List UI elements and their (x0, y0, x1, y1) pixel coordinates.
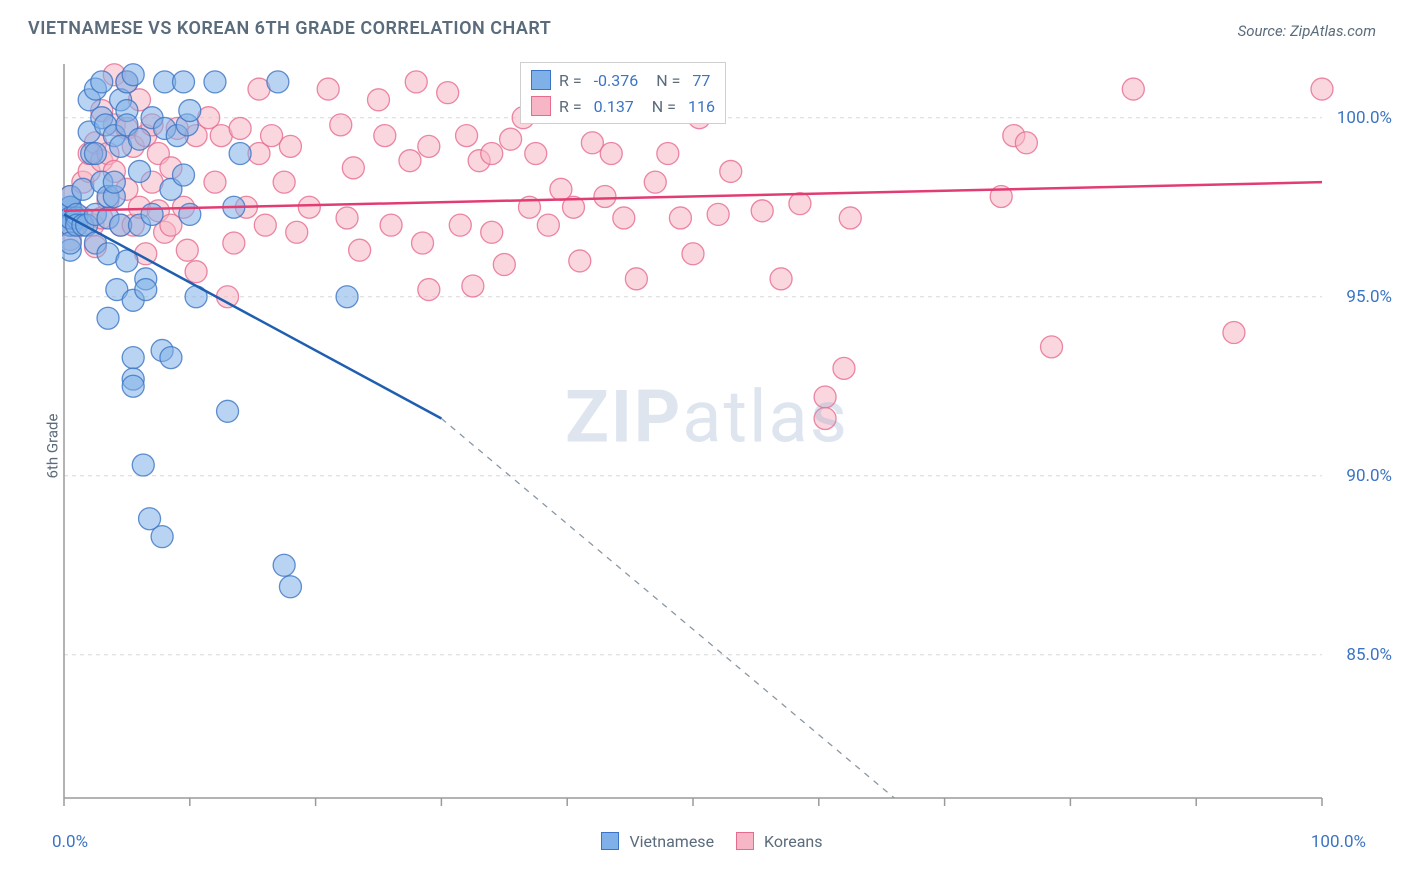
legend-r-value-koreans: 0.137 (590, 97, 634, 116)
legend-n-value-koreans: 116 (684, 97, 715, 116)
scatter-svg (62, 56, 1352, 808)
y-tick-label: 95.0% (1346, 287, 1392, 307)
legend-r-label: R = (559, 97, 582, 116)
legend-swatch-koreans-icon (531, 96, 551, 116)
legend-r-label: R = (559, 71, 582, 90)
legend-label-vietnamese: Vietnamese (629, 832, 714, 851)
source-attribution: Source: ZipAtlas.com (1238, 22, 1376, 40)
legend-row-koreans: R = 0.137 N = 116 (531, 93, 715, 119)
legend-swatch-koreans (736, 832, 754, 850)
bottom-legend: Vietnamese Koreans (0, 832, 1406, 851)
legend-label-koreans: Koreans (764, 832, 823, 851)
legend-row-vietnamese: R = -0.376 N = 77 (531, 67, 715, 93)
legend-n-value-vietnamese: 77 (688, 71, 710, 90)
plot-area: ZIPatlas (62, 56, 1352, 808)
y-tick-label: 85.0% (1346, 645, 1392, 665)
legend-r-value-vietnamese: -0.376 (590, 71, 639, 90)
y-tick-label: 90.0% (1346, 466, 1392, 486)
legend-swatch-vietnamese (601, 832, 619, 850)
chart-title: VIETNAMESE VS KOREAN 6TH GRADE CORRELATI… (28, 18, 551, 39)
y-axis-label: 6th Grade (43, 414, 61, 479)
correlation-legend: R = -0.376 N = 77 R = 0.137 N = 116 (520, 62, 726, 124)
y-tick-label: 100.0% (1337, 108, 1392, 128)
legend-n-label: N = (646, 71, 680, 90)
legend-swatch-vietnamese-icon (531, 70, 551, 90)
legend-n-label: N = (642, 97, 676, 116)
